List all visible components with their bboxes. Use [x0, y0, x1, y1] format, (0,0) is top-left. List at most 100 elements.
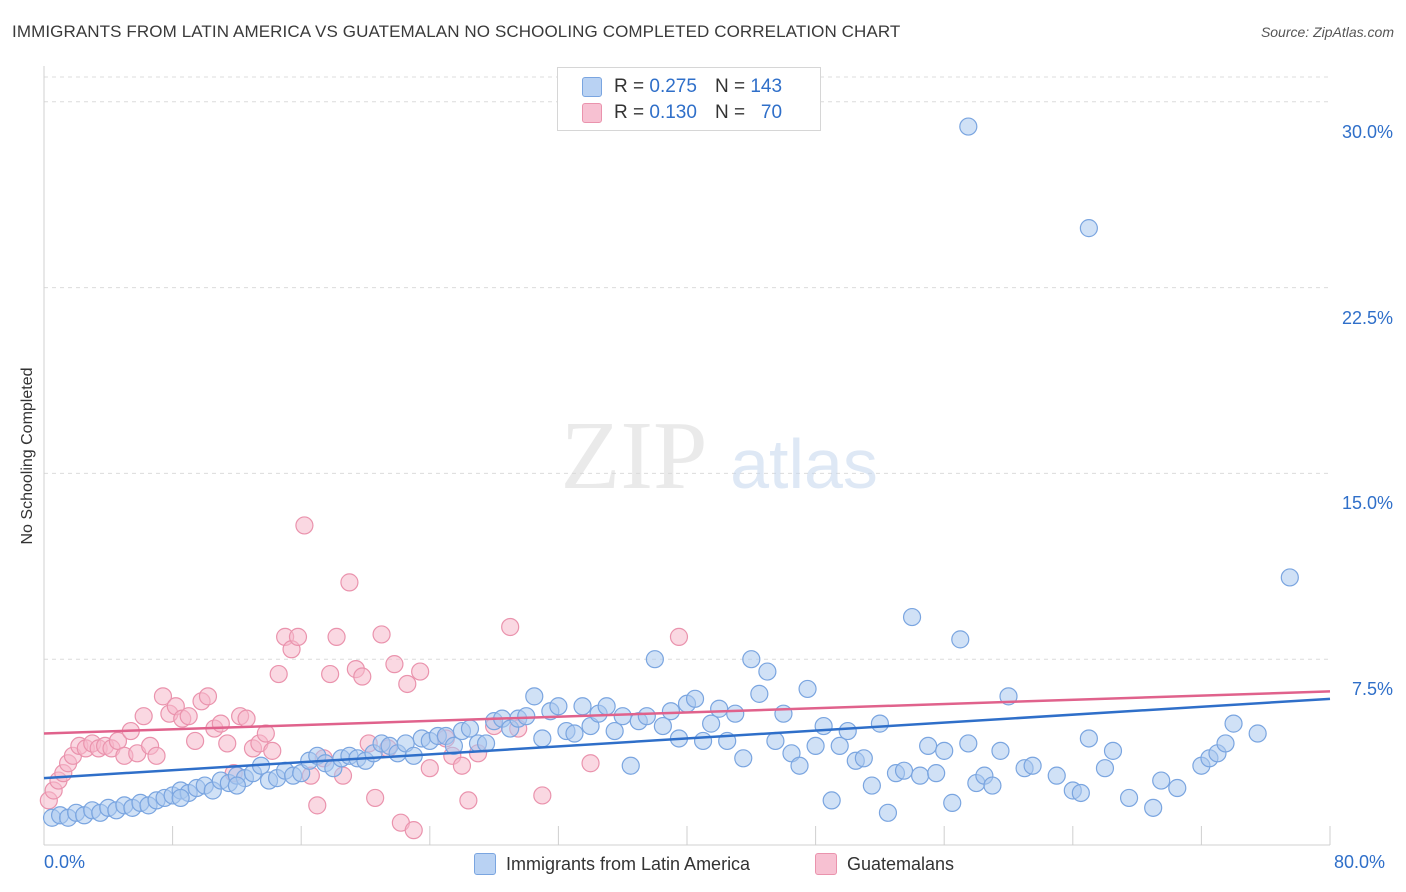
data-point	[353, 667, 372, 686]
data-point	[838, 721, 857, 741]
y-tick-label: 22.5%	[1341, 307, 1393, 328]
watermark: ZIP atlas	[561, 402, 878, 510]
data-point	[459, 791, 478, 810]
data-point	[533, 729, 552, 748]
data-point	[420, 759, 439, 778]
x-tick-label-max: 80.0%	[1334, 852, 1386, 872]
data-point	[919, 736, 938, 756]
data-point	[1095, 759, 1115, 778]
data-point	[565, 724, 584, 743]
data-point	[1079, 219, 1098, 238]
data-point	[1023, 756, 1042, 775]
blue-swatch	[582, 77, 602, 97]
data-point	[581, 754, 600, 773]
n-label: N =	[714, 102, 746, 123]
data-point	[710, 699, 729, 718]
data-point	[830, 736, 849, 756]
source-label: Source: ZipAtlas.com	[1260, 24, 1394, 40]
pink-swatch	[582, 103, 602, 123]
data-point	[726, 704, 745, 723]
data-point	[798, 679, 817, 699]
data-point	[742, 650, 761, 669]
data-point	[878, 803, 898, 822]
data-point	[1152, 771, 1171, 790]
y-tick-label: 7.5%	[1351, 679, 1393, 700]
data-point	[1079, 729, 1098, 748]
data-point	[983, 776, 1002, 795]
data-point	[372, 625, 391, 644]
data-point	[910, 766, 930, 785]
legend-item-latin-america[interactable]: Immigrants from Latin America	[474, 851, 750, 877]
data-point	[750, 684, 769, 703]
legend-label: Immigrants from Latin America	[506, 853, 751, 874]
pink-swatch	[815, 853, 837, 875]
data-point	[645, 650, 664, 669]
data-point	[943, 793, 962, 812]
data-point	[806, 736, 825, 756]
data-point	[854, 749, 873, 768]
data-point	[1071, 783, 1090, 803]
legend-row-latin-america: R = 0.275 N = 143	[582, 75, 782, 99]
data-point	[605, 721, 624, 741]
data-point	[790, 756, 809, 775]
chart-title: IMMIGRANTS FROM LATIN AMERICA VS GUATEMA…	[12, 22, 901, 41]
data-point	[340, 573, 359, 592]
blue-swatch	[474, 853, 496, 875]
data-point	[1119, 788, 1139, 808]
data-point	[153, 687, 173, 706]
data-point	[935, 741, 954, 760]
data-point	[927, 764, 946, 783]
data-point	[951, 630, 970, 649]
watermark-zip: ZIP	[561, 402, 708, 510]
guatemalans-points	[39, 516, 689, 840]
data-point	[134, 707, 153, 726]
data-point	[186, 731, 205, 751]
data-point	[452, 756, 472, 775]
legend-item-guatemalans[interactable]: Guatemalans	[815, 851, 954, 877]
axes	[43, 66, 1331, 846]
data-point	[870, 714, 890, 733]
data-point	[411, 662, 430, 681]
data-point	[902, 607, 922, 627]
grid-lines	[44, 76, 1330, 660]
data-point	[661, 702, 681, 721]
data-point	[1248, 724, 1267, 743]
data-point	[621, 756, 640, 775]
r-label: R =	[614, 76, 645, 97]
data-point	[398, 674, 417, 694]
r-value: 0.130	[649, 102, 697, 123]
x-tick-label-min: 0.0%	[44, 852, 86, 872]
data-point	[653, 716, 672, 736]
data-point	[321, 664, 340, 684]
data-point	[501, 617, 520, 637]
data-point	[1168, 778, 1187, 798]
data-point	[1047, 766, 1066, 785]
data-point	[385, 655, 404, 674]
data-point	[637, 707, 656, 726]
data-point	[404, 821, 423, 840]
data-point	[444, 736, 464, 756]
latin-america-trend-line	[43, 697, 1331, 780]
data-point	[685, 689, 705, 708]
latin-america-points	[42, 117, 1299, 827]
data-point	[613, 707, 632, 726]
data-point	[211, 714, 230, 733]
data-point	[171, 788, 190, 808]
data-point	[669, 627, 689, 646]
data-point	[218, 734, 237, 753]
data-point	[533, 786, 552, 805]
data-point	[263, 741, 282, 760]
data-point	[734, 749, 753, 768]
data-point	[1216, 734, 1235, 753]
data-point	[288, 627, 308, 646]
data-point	[1224, 714, 1243, 733]
data-point	[693, 731, 713, 751]
data-point	[237, 709, 256, 728]
data-point	[517, 707, 536, 726]
data-point	[327, 627, 346, 646]
data-point	[549, 697, 568, 716]
data-point	[269, 664, 288, 684]
data-point	[758, 662, 777, 681]
data-point	[1280, 568, 1299, 587]
